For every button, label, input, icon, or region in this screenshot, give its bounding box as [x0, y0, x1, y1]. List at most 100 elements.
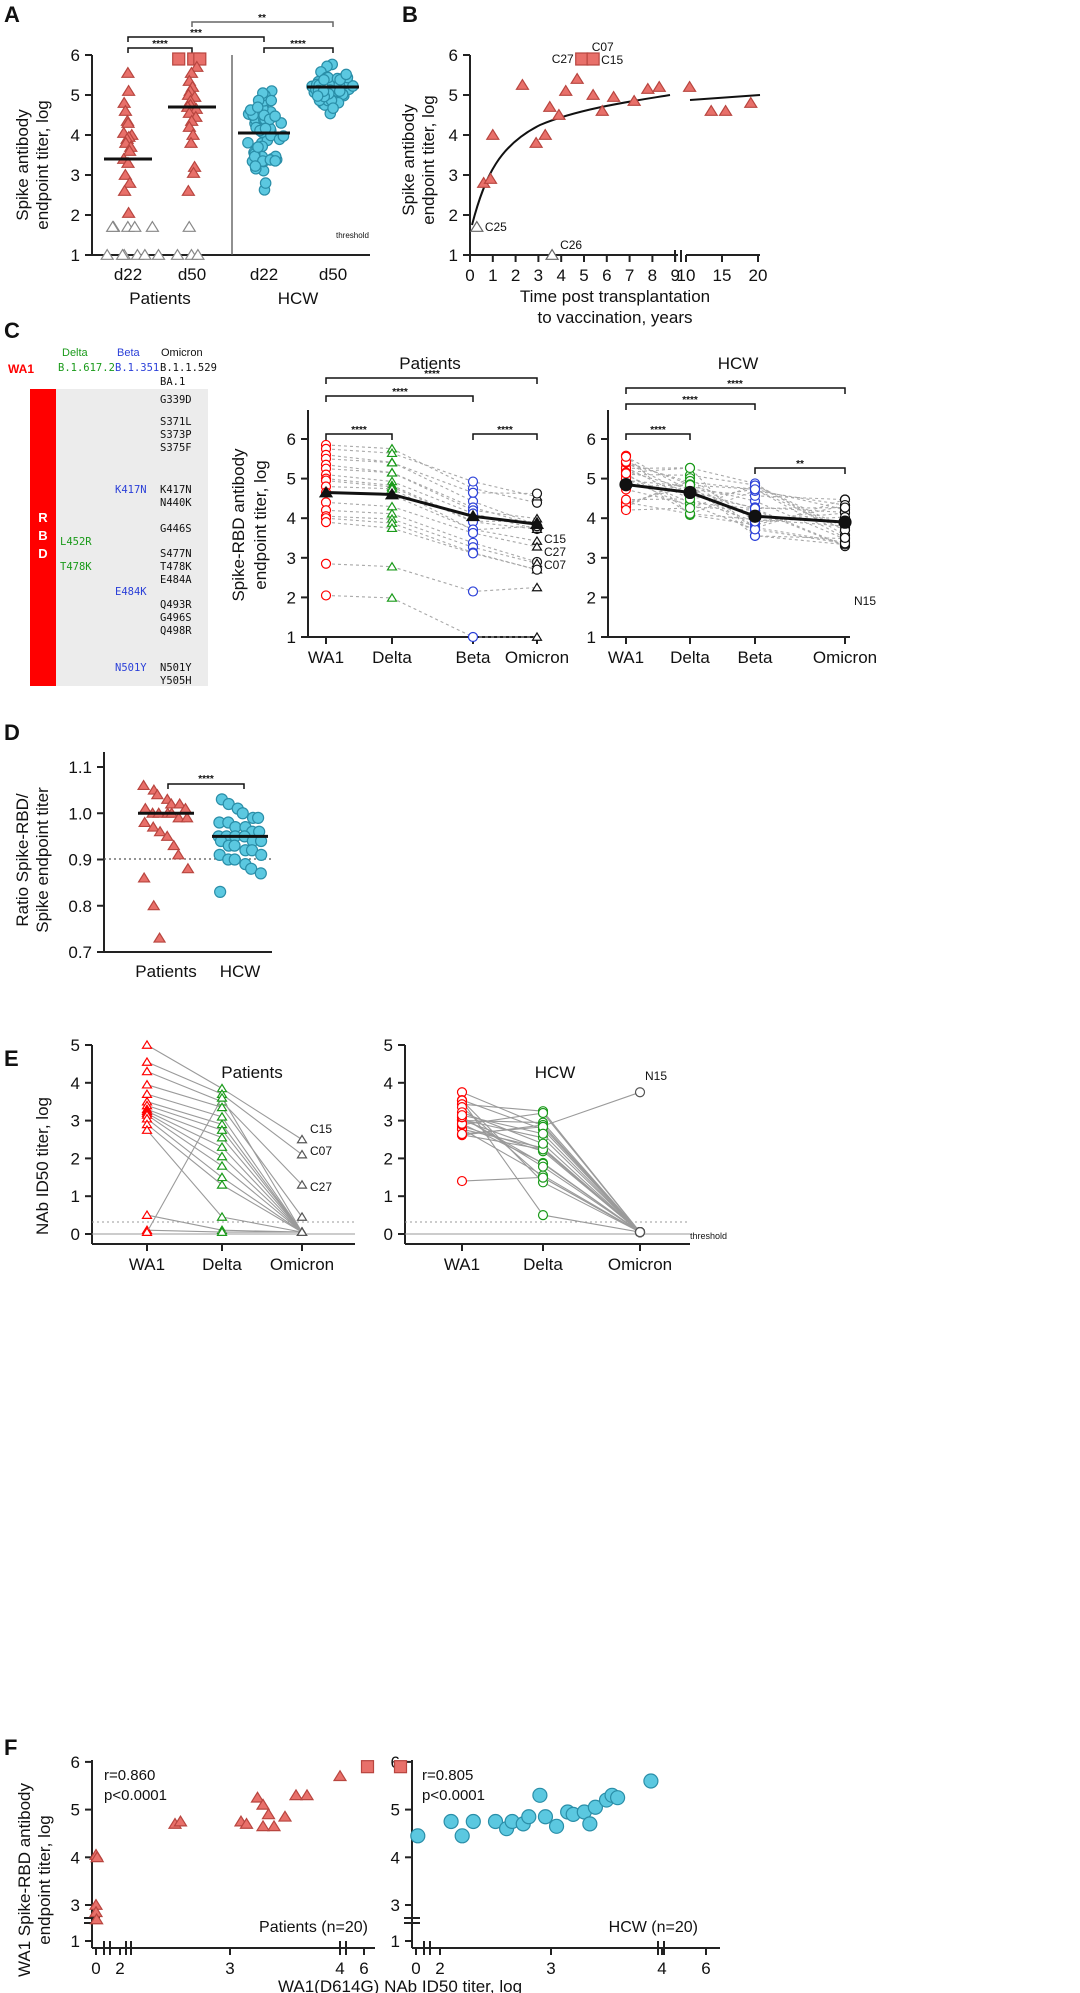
- panel-e-patient-point: [296, 1211, 308, 1221]
- delta-mutation-2: T478K: [60, 561, 92, 573]
- panel-a-patient-point: [120, 66, 135, 78]
- panel-c-hcw-sig-3: ****: [650, 425, 666, 436]
- panel-f-patient-point: [288, 1788, 304, 1801]
- panel-d-hcw-point: [254, 867, 267, 880]
- panel-e-hcw-point: [456, 1110, 468, 1121]
- panel-a-hcw-point: [318, 74, 330, 86]
- panel-f-right-r: r=0.805: [422, 1767, 473, 1784]
- panel-c-hcw-median-line: [625, 483, 846, 524]
- panel-a-patient-square: [172, 52, 186, 66]
- panel-f-patient-point: [89, 1912, 104, 1925]
- panel-a-ytick-label: 2: [71, 206, 80, 225]
- panel-f-left-xtick-label: 3: [225, 1959, 234, 1978]
- panel-b-point: [483, 172, 498, 184]
- panel-b-point: [586, 88, 601, 100]
- panel-b-ytick-label: 5: [449, 86, 458, 105]
- panel-e-patients-ytick-label: 0: [71, 1225, 80, 1244]
- omicron-mutation: E484A: [160, 574, 192, 586]
- panel-a-patient-point: [118, 104, 133, 116]
- panel-c-patient-line: [325, 509, 538, 563]
- panel-e-patients-ytick-label: 4: [71, 1074, 80, 1093]
- panel-f-left-xtick-label: 2: [115, 1959, 124, 1978]
- panel-c-hcw-median-point: [748, 509, 762, 523]
- panel-d-patient-point: [137, 871, 151, 883]
- panel-c-hcw-point: [620, 494, 632, 505]
- panel-a-patient-point: [183, 136, 199, 148]
- panel-b-point: [640, 82, 655, 94]
- panel-a-patient-point: [151, 248, 166, 260]
- panel-e-patient-point: [141, 1039, 153, 1049]
- panel-c-plots: Spike-RBD antibody endpoint titer, log P…: [229, 354, 877, 667]
- panel-f-right-xtick-label: 6: [701, 1959, 710, 1978]
- omicron-mutation: G496S: [160, 612, 192, 624]
- panel-e-hcw-xtick-label: WA1: [444, 1255, 480, 1274]
- panel-f: F WA1 Spike-RBD antibody endpoint titer,…: [4, 1735, 720, 1993]
- panel-c-hcw-ytick-label: 6: [587, 430, 596, 449]
- panel-a-patient-point: [105, 220, 120, 232]
- panel-f-ylabel-2: endpoint titer, log: [35, 1815, 54, 1944]
- panel-c-hcw-ytick-label: 1: [587, 628, 596, 647]
- omicron-mutation: S371L: [160, 416, 192, 428]
- panel-e-hcw-line: [461, 1099, 641, 1233]
- panel-a-sig-2: ***: [190, 28, 202, 39]
- panel-f-patient-point: [277, 1810, 293, 1822]
- panel-a: A Spike antibody endpoint titer, log 1 2 3…: [4, 2, 370, 308]
- panel-b-point-label: C25: [485, 220, 507, 234]
- panel-a-patient-point: [118, 168, 133, 180]
- label-c15: C15: [544, 532, 566, 546]
- omicron-mutation: G446S: [160, 523, 192, 535]
- panel-c-patient-line: [325, 458, 538, 495]
- panel-a-sig-3: **: [258, 13, 266, 24]
- panel-b-point: [529, 136, 544, 148]
- panel-a-group-hcw: HCW: [278, 289, 319, 308]
- panel-f-patient-square: [360, 1760, 375, 1774]
- panel-b-ytick-label: 4: [449, 126, 458, 145]
- panel-c-hcw-point: [620, 468, 632, 479]
- panel-c-hcw-ytick-label: 2: [587, 588, 596, 607]
- omicron-mutation: S375F: [160, 442, 192, 454]
- panel-b-ylabel-1: Spike antibody: [399, 104, 418, 216]
- panel-c-patient-median-point: [529, 517, 545, 530]
- panel-a-patient-point: [182, 120, 197, 132]
- panel-e-patient-point: [296, 1226, 308, 1236]
- panel-e-hcw-point: [537, 1128, 549, 1139]
- panel-c-patients-xtick-label: Beta: [456, 648, 492, 667]
- panel-e-hcw-ytick-label: 1: [384, 1187, 393, 1206]
- panel-b-point: [545, 248, 560, 260]
- panel-b-point: [682, 80, 697, 92]
- panel-c-hcw-sig-1: ****: [727, 379, 743, 390]
- panel-a-sig-1: ****: [152, 39, 168, 50]
- panel-e-hcw-ytick-label: 4: [384, 1074, 393, 1093]
- panel-e-patient-line: [146, 1118, 303, 1233]
- panel-b-ytick-label: 6: [449, 46, 458, 65]
- panel-c-hcw-ytick-label: 3: [587, 549, 596, 568]
- panel-e-hcw-point: [634, 1227, 646, 1238]
- panel-c-hcw-line: [625, 462, 846, 513]
- panel-d-patient-point: [146, 821, 160, 832]
- panel-f-right-xtick-label: 4: [657, 1959, 666, 1978]
- panel-b-xtick-label: 8: [648, 266, 657, 285]
- panel-f-left-ytick-label: 1: [71, 1932, 80, 1951]
- panel-a-patient-point: [145, 220, 160, 232]
- panel-b-ytick-label: 3: [449, 166, 458, 185]
- omicron-mutation: T478K: [160, 561, 192, 573]
- panel-c-patient-line: [325, 491, 538, 542]
- panel-e-patient-point: [216, 1132, 228, 1142]
- panel-a-ytick-label: 1: [71, 246, 80, 265]
- panel-e-hcw-point: [537, 1172, 549, 1183]
- panel-e-hcw-point: [634, 1087, 646, 1098]
- panel-f-left-xtick-label: 0: [91, 1959, 100, 1978]
- panel-c-patient-point: [467, 631, 479, 643]
- panel-a-ylabel-2: endpoint titer, log: [33, 100, 52, 229]
- panel-a-patient-point: [182, 106, 197, 118]
- panel-b-ylabel-2: endpoint titer, log: [419, 95, 438, 224]
- panel-a-hcw-point: [269, 155, 282, 167]
- panel-b-point: [485, 128, 500, 140]
- panel-c-hcw-line: [625, 472, 846, 527]
- panel-c-patient-line: [325, 448, 538, 498]
- panel-e-patients-ytick-label: 3: [71, 1112, 80, 1131]
- panel-c-patients-xtick-label: Delta: [372, 648, 412, 667]
- panel-f-patient-point: [239, 1817, 254, 1829]
- panel-f-hcw-point: [643, 1773, 659, 1789]
- panel-e-patient-point: [296, 1179, 308, 1189]
